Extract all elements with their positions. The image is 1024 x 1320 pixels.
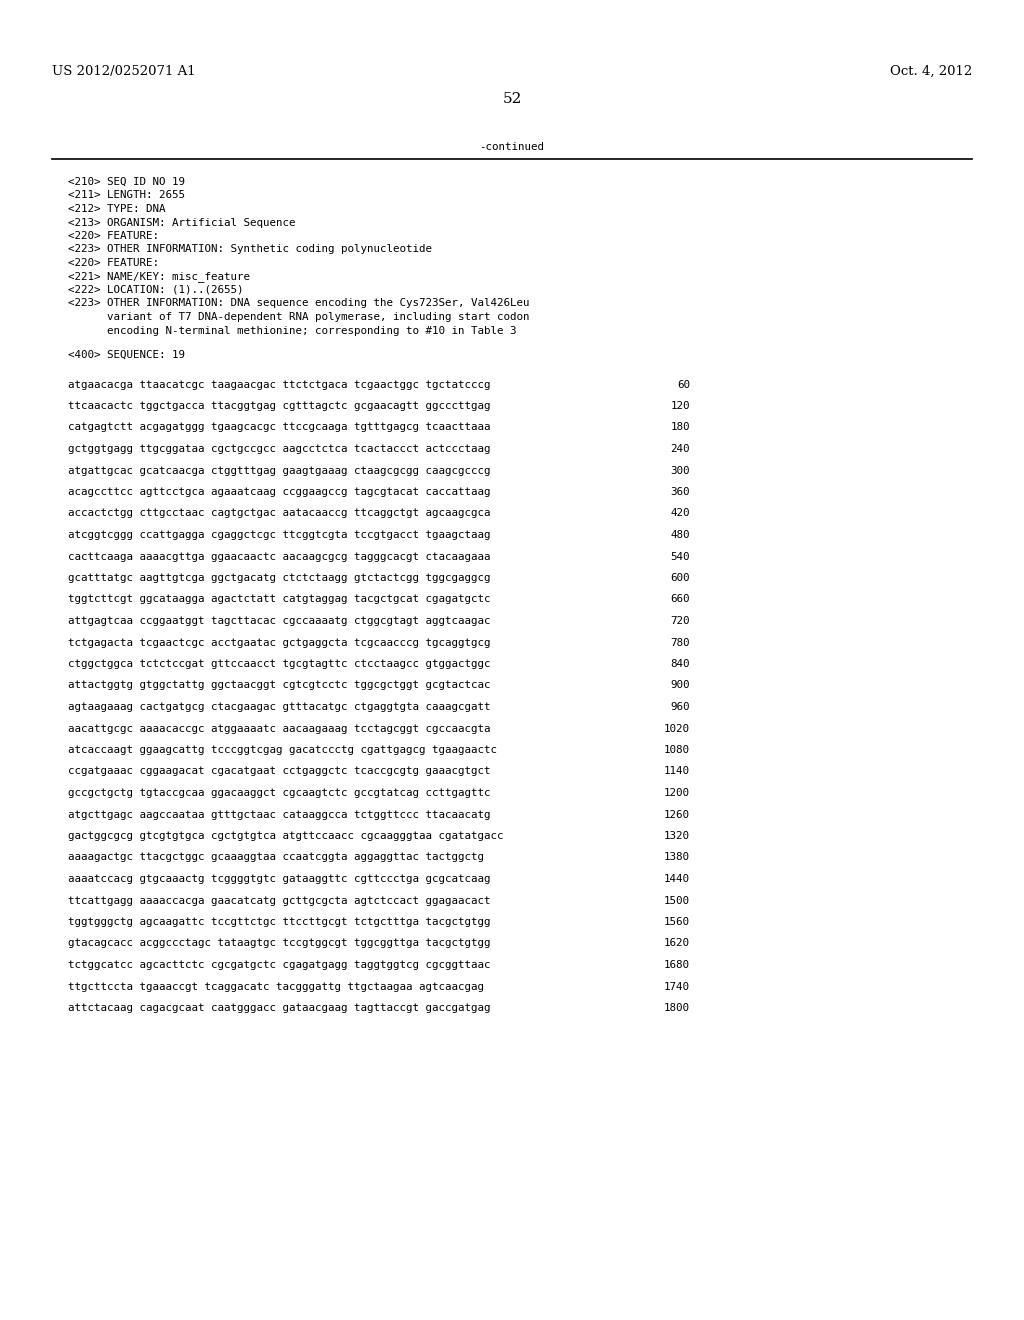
Text: 540: 540 bbox=[671, 552, 690, 561]
Text: tctggcatcc agcacttctc cgcgatgctc cgagatgagg taggtggtcg cgcggttaac: tctggcatcc agcacttctc cgcgatgctc cgagatg… bbox=[68, 960, 490, 970]
Text: acagccttcc agttcctgca agaaatcaag ccggaagccg tagcgtacat caccattaag: acagccttcc agttcctgca agaaatcaag ccggaag… bbox=[68, 487, 490, 498]
Text: ccgatgaaac cggaagacat cgacatgaat cctgaggctc tcaccgcgtg gaaacgtgct: ccgatgaaac cggaagacat cgacatgaat cctgagg… bbox=[68, 767, 490, 776]
Text: 1080: 1080 bbox=[664, 744, 690, 755]
Text: atcaccaagt ggaagcattg tcccggtcgag gacatccctg cgattgagcg tgaagaactc: atcaccaagt ggaagcattg tcccggtcgag gacatc… bbox=[68, 744, 497, 755]
Text: 1380: 1380 bbox=[664, 853, 690, 862]
Text: tctgagacta tcgaactcgc acctgaatac gctgaggcta tcgcaacccg tgcaggtgcg: tctgagacta tcgaactcgc acctgaatac gctgagg… bbox=[68, 638, 490, 648]
Text: aaaagactgc ttacgctggc gcaaaggtaa ccaatcggta aggaggttac tactggctg: aaaagactgc ttacgctggc gcaaaggtaa ccaatcg… bbox=[68, 853, 484, 862]
Text: aaaatccacg gtgcaaactg tcggggtgtc gataaggttc cgttccctga gcgcatcaag: aaaatccacg gtgcaaactg tcggggtgtc gataagg… bbox=[68, 874, 490, 884]
Text: attgagtcaa ccggaatggt tagcttacac cgccaaaatg ctggcgtagt aggtcaagac: attgagtcaa ccggaatggt tagcttacac cgccaaa… bbox=[68, 616, 490, 626]
Text: 1620: 1620 bbox=[664, 939, 690, 949]
Text: 52: 52 bbox=[503, 92, 521, 106]
Text: US 2012/0252071 A1: US 2012/0252071 A1 bbox=[52, 65, 196, 78]
Text: 1320: 1320 bbox=[664, 832, 690, 841]
Text: -continued: -continued bbox=[479, 143, 545, 152]
Text: accactctgg cttgcctaac cagtgctgac aatacaaccg ttcaggctgt agcaagcgca: accactctgg cttgcctaac cagtgctgac aatacaa… bbox=[68, 508, 490, 519]
Text: 900: 900 bbox=[671, 681, 690, 690]
Text: <213> ORGANISM: Artificial Sequence: <213> ORGANISM: Artificial Sequence bbox=[68, 218, 296, 227]
Text: 1680: 1680 bbox=[664, 960, 690, 970]
Text: 480: 480 bbox=[671, 531, 690, 540]
Text: 420: 420 bbox=[671, 508, 690, 519]
Text: encoding N-terminal methionine; corresponding to #10 in Table 3: encoding N-terminal methionine; correspo… bbox=[68, 326, 516, 335]
Text: <211> LENGTH: 2655: <211> LENGTH: 2655 bbox=[68, 190, 185, 201]
Text: 360: 360 bbox=[671, 487, 690, 498]
Text: 840: 840 bbox=[671, 659, 690, 669]
Text: attactggtg gtggctattg ggctaacggt cgtcgtcctc tggcgctggt gcgtactcac: attactggtg gtggctattg ggctaacggt cgtcgtc… bbox=[68, 681, 490, 690]
Text: Oct. 4, 2012: Oct. 4, 2012 bbox=[890, 65, 972, 78]
Text: catgagtctt acgagatggg tgaagcacgc ttccgcaaga tgtttgagcg tcaacttaaa: catgagtctt acgagatggg tgaagcacgc ttccgca… bbox=[68, 422, 490, 433]
Text: atgattgcac gcatcaacga ctggtttgag gaagtgaaag ctaagcgcgg caagcgcccg: atgattgcac gcatcaacga ctggtttgag gaagtga… bbox=[68, 466, 490, 475]
Text: 1200: 1200 bbox=[664, 788, 690, 799]
Text: 960: 960 bbox=[671, 702, 690, 711]
Text: <212> TYPE: DNA: <212> TYPE: DNA bbox=[68, 205, 166, 214]
Text: atgcttgagc aagccaataa gtttgctaac cataaggcca tctggttccc ttacaacatg: atgcttgagc aagccaataa gtttgctaac cataagg… bbox=[68, 809, 490, 820]
Text: 60: 60 bbox=[677, 380, 690, 389]
Text: 600: 600 bbox=[671, 573, 690, 583]
Text: aacattgcgc aaaacaccgc atggaaaatc aacaagaaag tcctagcggt cgccaacgta: aacattgcgc aaaacaccgc atggaaaatc aacaaga… bbox=[68, 723, 490, 734]
Text: atgaacacga ttaacatcgc taagaacgac ttctctgaca tcgaactggc tgctatcccg: atgaacacga ttaacatcgc taagaacgac ttctctg… bbox=[68, 380, 490, 389]
Text: gccgctgctg tgtaccgcaa ggacaaggct cgcaagtctc gccgtatcag ccttgagttc: gccgctgctg tgtaccgcaa ggacaaggct cgcaagt… bbox=[68, 788, 490, 799]
Text: 780: 780 bbox=[671, 638, 690, 648]
Text: <223> OTHER INFORMATION: DNA sequence encoding the Cys723Ser, Val426Leu: <223> OTHER INFORMATION: DNA sequence en… bbox=[68, 298, 529, 309]
Text: cacttcaaga aaaacgttga ggaacaactc aacaagcgcg tagggcacgt ctacaagaaa: cacttcaaga aaaacgttga ggaacaactc aacaagc… bbox=[68, 552, 490, 561]
Text: ttcattgagg aaaaccacga gaacatcatg gcttgcgcta agtctccact ggagaacact: ttcattgagg aaaaccacga gaacatcatg gcttgcg… bbox=[68, 895, 490, 906]
Text: 1020: 1020 bbox=[664, 723, 690, 734]
Text: 720: 720 bbox=[671, 616, 690, 626]
Text: <210> SEQ ID NO 19: <210> SEQ ID NO 19 bbox=[68, 177, 185, 187]
Text: 1560: 1560 bbox=[664, 917, 690, 927]
Text: 120: 120 bbox=[671, 401, 690, 411]
Text: 1500: 1500 bbox=[664, 895, 690, 906]
Text: <223> OTHER INFORMATION: Synthetic coding polynucleotide: <223> OTHER INFORMATION: Synthetic codin… bbox=[68, 244, 432, 255]
Text: 1740: 1740 bbox=[664, 982, 690, 991]
Text: gtacagcacc acggccctagc tataagtgc tccgtggcgt tggcggttga tacgctgtgg: gtacagcacc acggccctagc tataagtgc tccgtgg… bbox=[68, 939, 490, 949]
Text: variant of T7 DNA-dependent RNA polymerase, including start codon: variant of T7 DNA-dependent RNA polymera… bbox=[68, 312, 529, 322]
Text: 660: 660 bbox=[671, 594, 690, 605]
Text: 180: 180 bbox=[671, 422, 690, 433]
Text: agtaagaaag cactgatgcg ctacgaagac gtttacatgc ctgaggtgta caaagcgatt: agtaagaaag cactgatgcg ctacgaagac gtttaca… bbox=[68, 702, 490, 711]
Text: <220> FEATURE:: <220> FEATURE: bbox=[68, 257, 159, 268]
Text: tggtgggctg agcaagattc tccgttctgc ttccttgcgt tctgctttga tacgctgtgg: tggtgggctg agcaagattc tccgttctgc ttccttg… bbox=[68, 917, 490, 927]
Text: attctacaag cagacgcaat caatgggacc gataacgaag tagttaccgt gaccgatgag: attctacaag cagacgcaat caatgggacc gataacg… bbox=[68, 1003, 490, 1012]
Text: <400> SEQUENCE: 19: <400> SEQUENCE: 19 bbox=[68, 350, 185, 360]
Text: ttgcttccta tgaaaccgt tcaggacatc tacgggattg ttgctaagaa agtcaacgag: ttgcttccta tgaaaccgt tcaggacatc tacgggat… bbox=[68, 982, 484, 991]
Text: 1260: 1260 bbox=[664, 809, 690, 820]
Text: <222> LOCATION: (1)..(2655): <222> LOCATION: (1)..(2655) bbox=[68, 285, 244, 294]
Text: 300: 300 bbox=[671, 466, 690, 475]
Text: <220> FEATURE:: <220> FEATURE: bbox=[68, 231, 159, 242]
Text: ctggctggca tctctccgat gttccaacct tgcgtagttc ctcctaagcc gtggactggc: ctggctggca tctctccgat gttccaacct tgcgtag… bbox=[68, 659, 490, 669]
Text: atcggtcggg ccattgagga cgaggctcgc ttcggtcgta tccgtgacct tgaagctaag: atcggtcggg ccattgagga cgaggctcgc ttcggtc… bbox=[68, 531, 490, 540]
Text: tggtcttcgt ggcataagga agactctatt catgtaggag tacgctgcat cgagatgctc: tggtcttcgt ggcataagga agactctatt catgtag… bbox=[68, 594, 490, 605]
Text: <221> NAME/KEY: misc_feature: <221> NAME/KEY: misc_feature bbox=[68, 272, 250, 282]
Text: 1800: 1800 bbox=[664, 1003, 690, 1012]
Text: ttcaacactc tggctgacca ttacggtgag cgtttagctc gcgaacagtt ggcccttgag: ttcaacactc tggctgacca ttacggtgag cgtttag… bbox=[68, 401, 490, 411]
Text: gactggcgcg gtcgtgtgca cgctgtgtca atgttccaacc cgcaagggtaa cgatatgacc: gactggcgcg gtcgtgtgca cgctgtgtca atgttcc… bbox=[68, 832, 504, 841]
Text: gcatttatgc aagttgtcga ggctgacatg ctctctaagg gtctactcgg tggcgaggcg: gcatttatgc aagttgtcga ggctgacatg ctctcta… bbox=[68, 573, 490, 583]
Text: 1140: 1140 bbox=[664, 767, 690, 776]
Text: gctggtgagg ttgcggataa cgctgccgcc aagcctctca tcactaccct actccctaag: gctggtgagg ttgcggataa cgctgccgcc aagcctc… bbox=[68, 444, 490, 454]
Text: 1440: 1440 bbox=[664, 874, 690, 884]
Text: 240: 240 bbox=[671, 444, 690, 454]
